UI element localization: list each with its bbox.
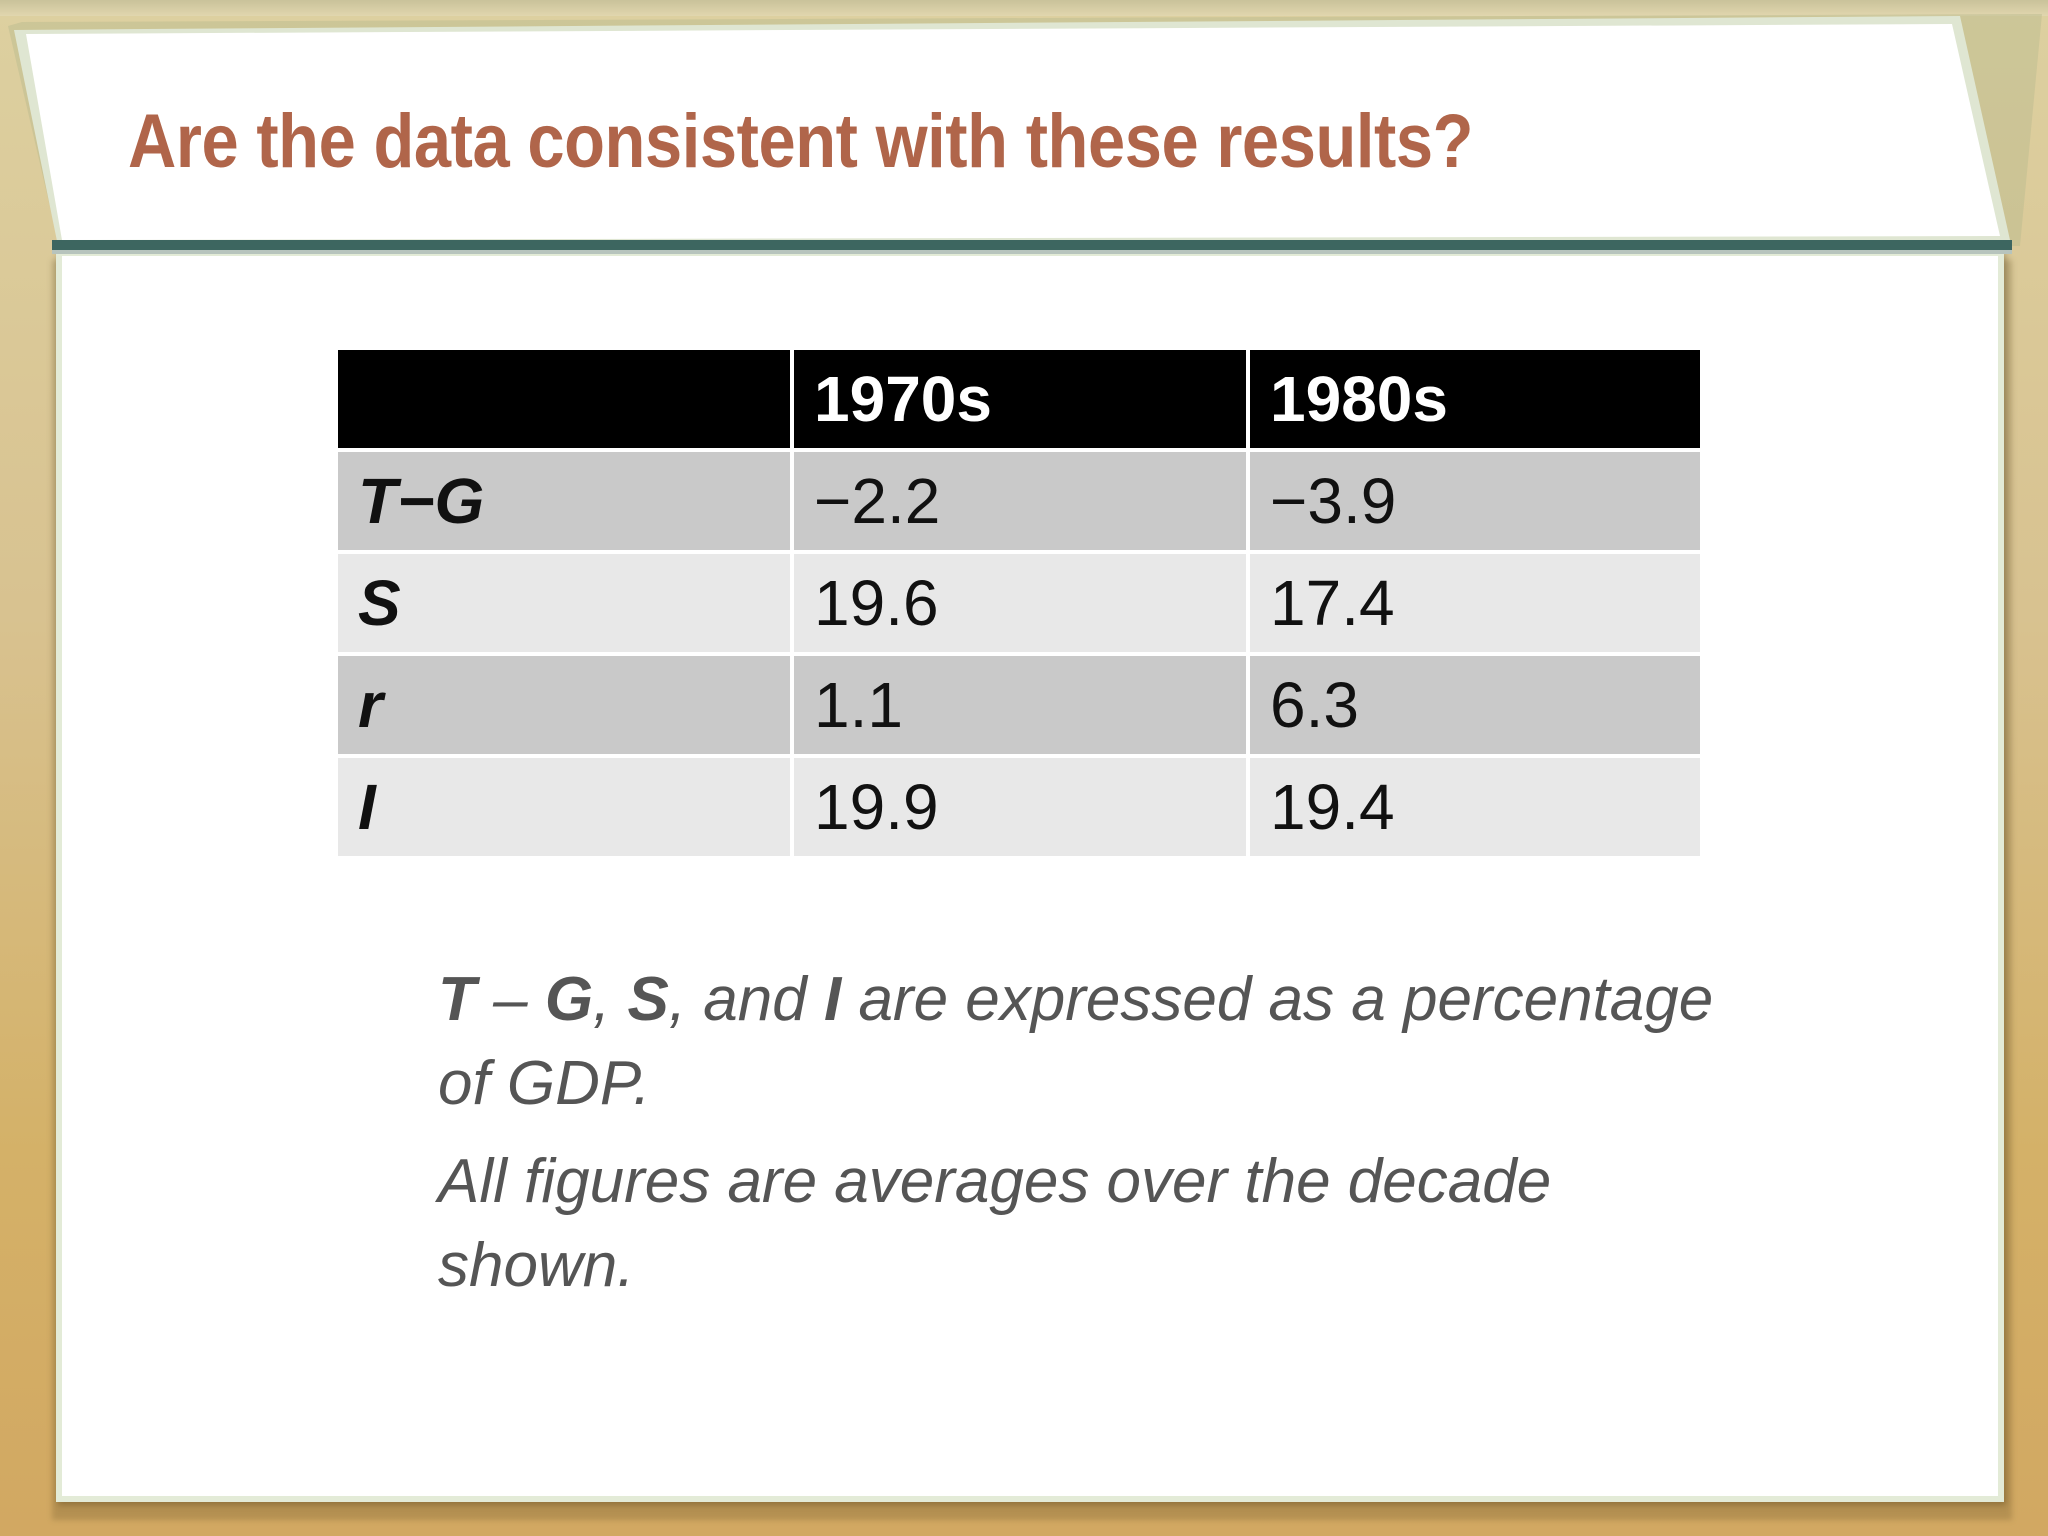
background-top-strip (0, 0, 2048, 16)
cell-1970s: −2.2 (794, 452, 1246, 550)
slide-title: Are the data consistent with these resul… (128, 99, 1474, 184)
note-comma: , (593, 965, 628, 1034)
table-row: r 1.1 6.3 (338, 656, 1700, 754)
cell-1980s: 17.4 (1250, 554, 1700, 652)
note-decade-averages: All figures are averages over the decade… (438, 1147, 1552, 1300)
table-notes: T – G, S, and I are expressed as a perce… (438, 958, 1738, 1322)
cell-1970s: 19.9 (794, 758, 1246, 856)
row-label: T−G (338, 452, 790, 550)
header-cell-variable (338, 350, 790, 448)
table-row: I 19.9 19.4 (338, 758, 1700, 856)
table-row: T−G −2.2 −3.9 (338, 452, 1700, 550)
note-percentage-of-gdp: T – G, S, and I are expressed as a perce… (438, 958, 1738, 1126)
table-header-row: 1970s 1980s (338, 350, 1700, 448)
row-label: I (338, 758, 790, 856)
data-table: 1970s 1980s T−G −2.2 −3.9 S 19.6 17.4 r … (334, 346, 1704, 860)
note-rest: are expressed as a percentage of GDP. (438, 965, 1714, 1118)
row-label: r (338, 656, 790, 754)
title-banner (8, 14, 2042, 254)
cell-1980s: 6.3 (1250, 656, 1700, 754)
cell-1970s: 19.6 (794, 554, 1246, 652)
cell-1980s: −3.9 (1250, 452, 1700, 550)
header-cell-1970s: 1970s (794, 350, 1246, 448)
note-term-i: I (823, 965, 842, 1034)
row-label: S (338, 554, 790, 652)
note-dash: – (475, 965, 545, 1034)
cell-1970s: 1.1 (794, 656, 1246, 754)
table-row: S 19.6 17.4 (338, 554, 1700, 652)
cell-1980s: 19.4 (1250, 758, 1700, 856)
note-term-t: T (438, 965, 476, 1034)
header-cell-1980s: 1980s (1250, 350, 1700, 448)
note-and: , and (668, 965, 824, 1034)
note-term-s: S (627, 965, 669, 1034)
note-term-g: G (544, 965, 594, 1034)
